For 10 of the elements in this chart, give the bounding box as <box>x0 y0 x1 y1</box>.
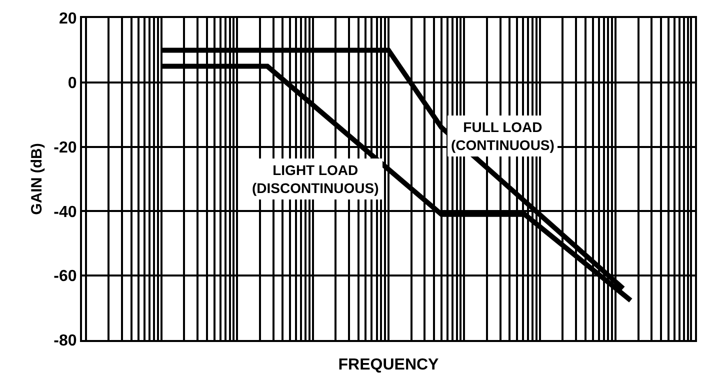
y-axis-title: GAIN (dB) <box>28 143 46 215</box>
series-label: FULL LOAD (CONTINUOUS) <box>451 119 554 154</box>
series-label: LIGHT LOAD (DISCONTINUOUS) <box>252 162 379 196</box>
x-axis-title: FREQUENCY <box>338 356 440 374</box>
y-tick-label: -20 <box>54 139 77 156</box>
y-tick-label: 0 <box>68 75 77 92</box>
y-tick-label: -60 <box>54 268 77 286</box>
y-tick-label: -40 <box>54 204 77 221</box>
y-tick-label: -80 <box>54 332 77 350</box>
y-tick-label: 20 <box>59 10 77 28</box>
